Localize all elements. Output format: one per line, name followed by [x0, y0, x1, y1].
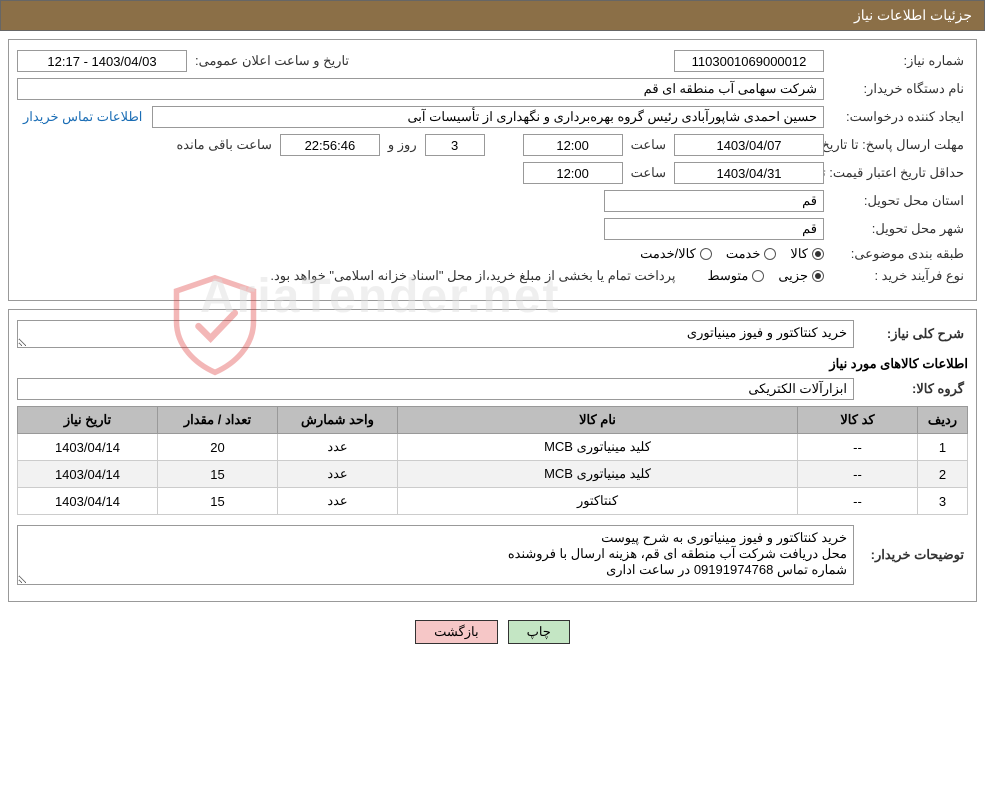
table-cell: 1	[918, 434, 968, 461]
table-cell: عدد	[278, 434, 398, 461]
radio-both-label: کالا/خدمت	[640, 246, 696, 262]
province-label: استان محل تحویل:	[828, 193, 968, 209]
announce-field: 1403/04/03 - 12:17	[17, 50, 187, 72]
requester-field: حسین احمدی شاپورآبادی رئیس گروه بهره‌برد…	[152, 106, 824, 128]
radio-goods[interactable]: کالا	[790, 246, 824, 262]
need-number-field: 1103001069000012	[674, 50, 824, 72]
time-label-1: ساعت	[627, 137, 670, 153]
table-cell: 2	[918, 461, 968, 488]
remaining-label: ساعت باقی مانده	[172, 137, 275, 153]
radio-goods-label: کالا	[790, 246, 808, 262]
process-note: پرداخت تمام یا بخشی از مبلغ خرید،از محل …	[17, 268, 679, 284]
radio-partial-label: جزیی	[778, 268, 808, 284]
table-cell: --	[798, 461, 918, 488]
goods-panel: شرح کلی نیاز: خرید کنتاکتور و فیوز مینیا…	[8, 309, 977, 602]
radio-medium-label: متوسط	[707, 268, 748, 284]
table-row: 3--کنتاکتورعدد151403/04/14	[18, 488, 968, 515]
buyer-notes-field[interactable]: خرید کنتاکتور و فیوز مینیاتوری به شرح پی…	[17, 525, 854, 585]
table-cell: 1403/04/14	[18, 461, 158, 488]
table-header: نام کالا	[398, 407, 798, 434]
buyer-org-label: نام دستگاه خریدار:	[828, 81, 968, 97]
radio-service[interactable]: خدمت	[726, 246, 777, 262]
buyer-org-field: شرکت سهامی آب منطقه ای قم	[17, 78, 824, 100]
radio-both[interactable]: کالا/خدمت	[640, 246, 712, 262]
radio-medium[interactable]: متوسط	[707, 268, 764, 284]
goods-group-label: گروه کالا:	[858, 381, 968, 397]
table-cell: 15	[158, 461, 278, 488]
contact-link[interactable]: اطلاعات تماس خریدار	[17, 109, 148, 125]
need-desc-label: شرح کلی نیاز:	[858, 326, 968, 342]
radio-dot-icon	[700, 248, 712, 260]
details-panel: شماره نیاز: 1103001069000012 تاریخ و ساع…	[8, 39, 977, 301]
table-cell: 3	[918, 488, 968, 515]
table-cell: --	[798, 434, 918, 461]
table-cell: --	[798, 488, 918, 515]
table-row: 1--کلید مینیاتوری MCBعدد201403/04/14	[18, 434, 968, 461]
table-cell: عدد	[278, 461, 398, 488]
time-label-2: ساعت	[627, 165, 670, 181]
table-cell: 1403/04/14	[18, 434, 158, 461]
print-button[interactable]: چاپ	[508, 620, 570, 644]
goods-group-field: ابزارآلات الکتریکی	[17, 378, 854, 400]
price-validity-label: حداقل تاریخ اعتبار قیمت: تا تاریخ:	[828, 165, 968, 181]
city-field: قم	[604, 218, 824, 240]
table-header: ردیف	[918, 407, 968, 434]
radio-dot-icon	[752, 270, 764, 282]
table-cell: 15	[158, 488, 278, 515]
need-desc-field[interactable]: خرید کنتاکتور و فیوز مینیاتوری	[17, 320, 854, 348]
days-and-label: روز و	[384, 137, 421, 153]
table-row: 2--کلید مینیاتوری MCBعدد151403/04/14	[18, 461, 968, 488]
table-header: تاریخ نیاز	[18, 407, 158, 434]
goods-table: ردیفکد کالانام کالاواحد شمارشتعداد / مقد…	[17, 406, 968, 515]
table-cell: کلید مینیاتوری MCB	[398, 461, 798, 488]
goods-info-title: اطلاعات کالاهای مورد نیاز	[17, 356, 968, 372]
radio-service-label: خدمت	[726, 246, 761, 262]
page-title: جزئیات اطلاعات نیاز	[854, 7, 972, 23]
deadline-time-field: 12:00	[523, 134, 623, 156]
province-field: قم	[604, 190, 824, 212]
process-radio-group: جزیی متوسط	[707, 268, 824, 284]
process-label: نوع فرآیند خرید :	[828, 268, 968, 284]
price-validity-time-field: 12:00	[523, 162, 623, 184]
radio-dot-icon	[764, 248, 776, 260]
announce-label: تاریخ و ساعت اعلان عمومی:	[191, 53, 353, 69]
table-cell: کلید مینیاتوری MCB	[398, 434, 798, 461]
price-validity-date-field: 1403/04/31	[674, 162, 824, 184]
subject-radio-group: کالا خدمت کالا/خدمت	[640, 246, 824, 262]
radio-dot-icon	[812, 270, 824, 282]
requester-label: ایجاد کننده درخواست:	[828, 109, 968, 125]
table-header: واحد شمارش	[278, 407, 398, 434]
radio-dot-icon	[812, 248, 824, 260]
buyer-notes-label: توضیحات خریدار:	[858, 547, 968, 563]
page-header: جزئیات اطلاعات نیاز	[0, 0, 985, 31]
button-row: چاپ بازگشت	[0, 610, 985, 654]
deadline-date-field: 1403/04/07	[674, 134, 824, 156]
table-header: کد کالا	[798, 407, 918, 434]
city-label: شهر محل تحویل:	[828, 221, 968, 237]
need-number-label: شماره نیاز:	[828, 53, 968, 69]
radio-partial[interactable]: جزیی	[778, 268, 824, 284]
table-cell: 20	[158, 434, 278, 461]
days-remaining-field: 3	[425, 134, 485, 156]
table-header: تعداد / مقدار	[158, 407, 278, 434]
time-remaining-field: 22:56:46	[280, 134, 380, 156]
table-cell: عدد	[278, 488, 398, 515]
subject-class-label: طبقه بندی موضوعی:	[828, 246, 968, 262]
back-button[interactable]: بازگشت	[415, 620, 497, 644]
deadline-label: مهلت ارسال پاسخ: تا تاریخ:	[828, 137, 968, 153]
table-cell: کنتاکتور	[398, 488, 798, 515]
table-cell: 1403/04/14	[18, 488, 158, 515]
